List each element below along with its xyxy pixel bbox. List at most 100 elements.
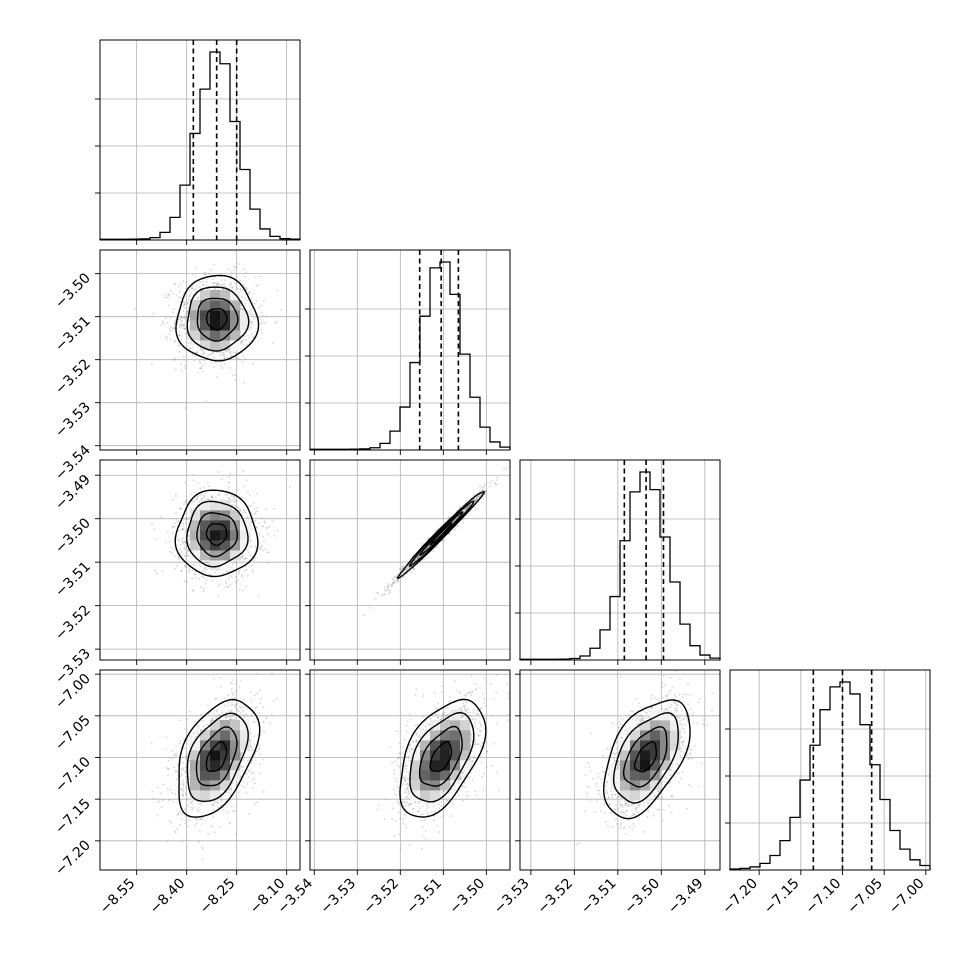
scatter-point: [217, 282, 220, 285]
scatter-point: [220, 685, 222, 688]
scatter-point: [455, 510, 458, 512]
scatter-point: [183, 540, 186, 543]
scatter-point: [428, 537, 430, 539]
scatter-point: [191, 501, 193, 504]
scatter-point: [186, 301, 189, 304]
scatter-point: [209, 573, 212, 576]
scatter-point: [414, 559, 416, 562]
scatter-point: [417, 556, 420, 558]
scatter-point: [388, 589, 391, 592]
scatter-point: [243, 511, 246, 514]
scatter-point: [173, 326, 176, 329]
scatter-point: [387, 589, 389, 592]
scatter-point: [182, 789, 184, 792]
scatter-point: [170, 326, 172, 329]
scatter-point: [254, 512, 257, 514]
scatter-point: [196, 495, 199, 498]
scatter-point: [242, 470, 245, 473]
scatter-point: [402, 566, 404, 568]
scatter-point: [172, 800, 175, 803]
scatter-point: [171, 551, 174, 554]
scatter-point: [253, 508, 256, 510]
scatter-point: [237, 358, 240, 361]
scatter-point: [206, 355, 209, 358]
y-tick-label: −3.50: [52, 515, 94, 557]
scatter-point: [225, 350, 228, 353]
scatter-point: [178, 290, 181, 293]
scatter-point: [262, 791, 265, 793]
scatter-point: [185, 545, 188, 547]
scatter-point: [403, 564, 406, 566]
scatter-point: [495, 483, 498, 486]
scatter-point: [473, 499, 476, 502]
scatter-point: [237, 709, 239, 711]
scatter-point: [197, 482, 199, 484]
scatter-point: [184, 552, 187, 555]
scatter-point: [255, 285, 258, 287]
scatter-point: [187, 307, 190, 310]
scatter-point: [211, 497, 214, 500]
scatter-point: [166, 531, 169, 533]
scatter-point: [172, 311, 175, 314]
scatter-point: [266, 551, 269, 554]
scatter-point: [248, 292, 250, 295]
scatter-point: [478, 490, 481, 493]
scatter-point: [185, 499, 188, 502]
scatter-point: [235, 707, 237, 710]
scatter-point: [376, 592, 379, 594]
scatter-point: [395, 576, 398, 579]
scatter-point: [202, 351, 205, 353]
scatter-point: [184, 785, 187, 788]
scatter-point: [182, 324, 185, 326]
scatter-point: [261, 535, 264, 538]
scatter-point: [412, 567, 414, 570]
scatter-point: [276, 529, 279, 531]
scatter-point: [475, 497, 478, 500]
scatter-point: [453, 520, 456, 522]
scatter-point: [468, 505, 470, 507]
scatter-point: [457, 524, 459, 527]
scatter-point: [193, 289, 196, 292]
scatter-point: [188, 516, 191, 518]
scatter-point: [205, 400, 208, 402]
panel-frame: [99, 249, 301, 451]
scatter-point: [199, 563, 201, 566]
density-cell: [230, 320, 241, 331]
scatter-point: [244, 498, 247, 500]
scatter-point: [238, 570, 241, 572]
scatter-point: [178, 343, 180, 345]
scatter-point: [234, 504, 237, 507]
scatter-point: [466, 506, 469, 509]
scatter-point: [248, 813, 250, 815]
scatter-point: [184, 501, 187, 504]
scatter-point: [243, 297, 246, 299]
scatter-point: [258, 749, 260, 751]
density-cell: [210, 310, 221, 321]
scatter-point: [208, 566, 211, 569]
scatter-point: [213, 366, 215, 368]
scatter-point: [200, 493, 203, 496]
scatter-point: [196, 730, 199, 732]
scatter-point: [217, 595, 220, 598]
scatter-point: [276, 320, 278, 323]
scatter-point: [240, 341, 243, 344]
scatter-point: [164, 748, 167, 750]
scatter-point: [267, 561, 269, 564]
scatter-point: [240, 752, 243, 755]
scatter-point: [216, 802, 218, 804]
scatter-point: [197, 297, 199, 300]
scatter-point: [250, 761, 253, 764]
scatter-point: [188, 570, 190, 573]
scatter-point: [181, 527, 184, 530]
scatter-point: [204, 561, 207, 564]
scatter-point: [185, 301, 188, 303]
scatter-point: [233, 810, 236, 813]
scatter-point: [183, 323, 186, 326]
density-cell: [230, 330, 241, 341]
scatter-point: [179, 325, 182, 328]
scatter-point: [212, 804, 215, 806]
scatter-point: [165, 317, 167, 319]
y-tick-label: −3.50: [52, 270, 94, 312]
scatter-point: [205, 280, 208, 283]
density-cell: [190, 520, 201, 531]
